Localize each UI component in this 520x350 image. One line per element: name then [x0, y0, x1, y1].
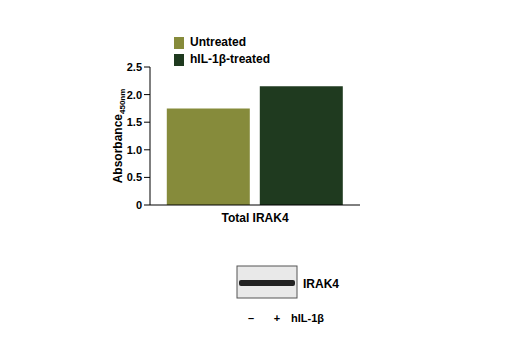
svg-text:IRAK4: IRAK4	[303, 277, 339, 291]
svg-text:Absorbance450nm: Absorbance450nm	[111, 89, 127, 184]
svg-text:1.0: 1.0	[127, 144, 142, 156]
svg-text:2.5: 2.5	[127, 61, 142, 73]
svg-text:0: 0	[136, 199, 142, 211]
svg-text:Total IRAK4: Total IRAK4	[221, 211, 288, 225]
svg-text:hIL-1β: hIL-1β	[291, 312, 324, 324]
svg-text:0.5: 0.5	[127, 171, 142, 183]
html-text:hIL-1β-treated: hIL-1β-treated	[190, 52, 270, 66]
svg-text:2.0: 2.0	[127, 89, 142, 101]
svg-text:1.5: 1.5	[127, 116, 142, 128]
svg-text:+: +	[274, 312, 280, 324]
svg-text:–: –	[248, 312, 254, 324]
html-text:Untreated: Untreated	[190, 35, 246, 49]
